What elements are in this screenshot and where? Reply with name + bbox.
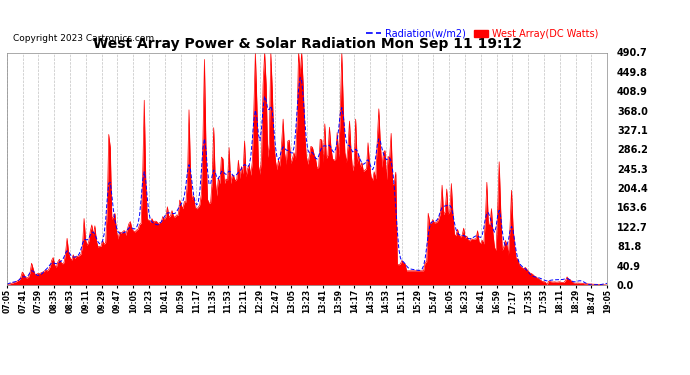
Legend: Radiation(w/m2), West Array(DC Watts): Radiation(w/m2), West Array(DC Watts) — [362, 25, 602, 43]
Text: Copyright 2023 Cartronics.com: Copyright 2023 Cartronics.com — [13, 34, 154, 43]
Title: West Array Power & Solar Radiation Mon Sep 11 19:12: West Array Power & Solar Radiation Mon S… — [92, 38, 522, 51]
